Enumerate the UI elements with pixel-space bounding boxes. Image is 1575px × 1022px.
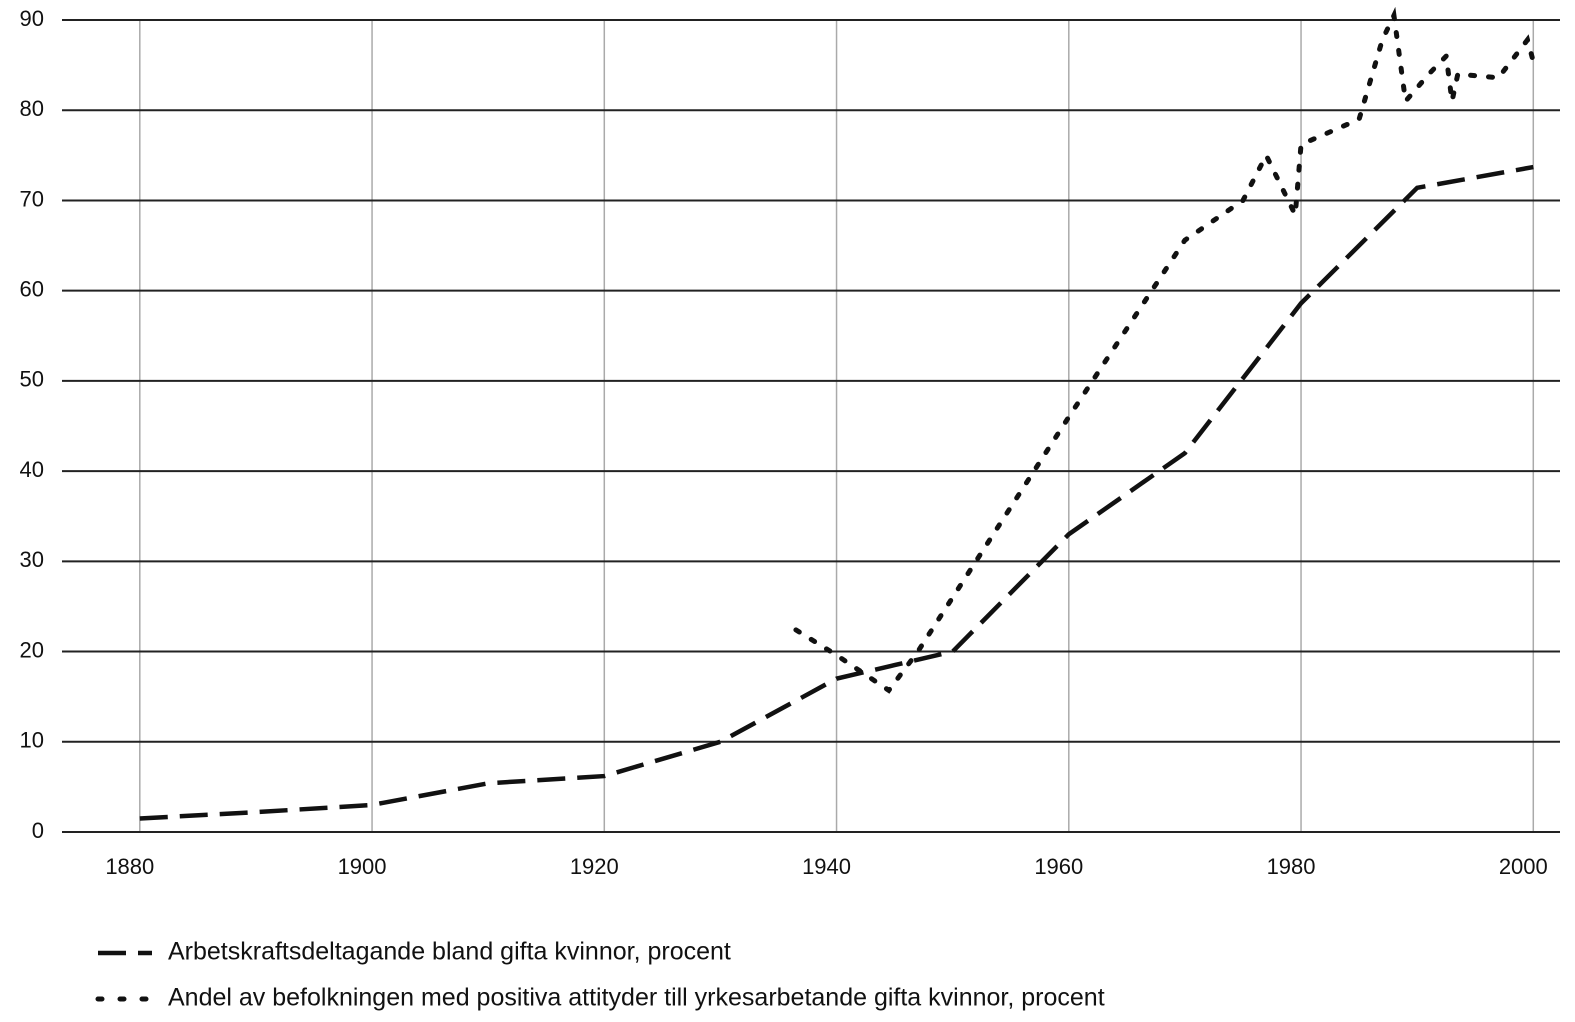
- x-tick-label: 1900: [338, 854, 387, 879]
- y-tick-label: 10: [20, 728, 44, 753]
- legend-label: Andel av befolkningen med positiva attit…: [168, 984, 1105, 1012]
- y-tick-label: 30: [20, 547, 44, 572]
- x-tick-label: 2000: [1499, 854, 1548, 879]
- y-tick-label: 70: [20, 186, 44, 211]
- series-line: [139, 164, 1534, 821]
- y-tick-label: 20: [20, 637, 44, 662]
- x-tick-label: 1880: [105, 854, 154, 879]
- y-tick-label: 50: [20, 367, 44, 392]
- legend-label: Arbetskraftsdeltagande bland gifta kvinn…: [168, 938, 731, 966]
- x-tick-label: 1940: [802, 854, 851, 879]
- y-tick-label: 80: [20, 96, 44, 121]
- x-tick-label: 1980: [1267, 854, 1316, 879]
- series-line: [793, 6, 1536, 694]
- y-tick-label: 40: [20, 457, 44, 482]
- y-tick-label: 90: [20, 6, 44, 31]
- y-tick-label: 60: [20, 276, 44, 301]
- y-tick-label: 0: [32, 818, 44, 843]
- x-tick-label: 1960: [1034, 854, 1083, 879]
- x-tick-label: 1920: [570, 854, 619, 879]
